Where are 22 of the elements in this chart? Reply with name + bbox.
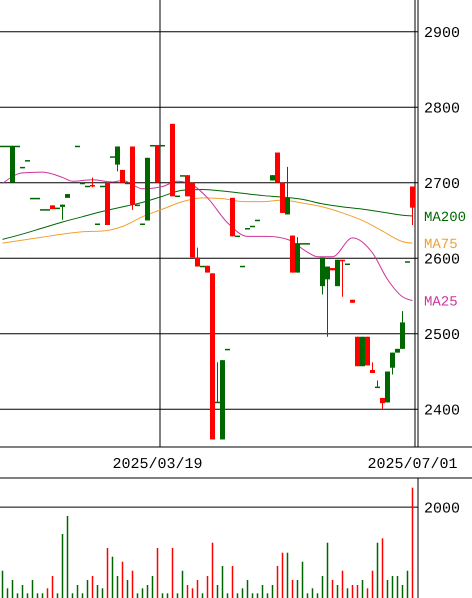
- series-label: MA25: [424, 294, 458, 310]
- series-label: MA200: [424, 210, 466, 226]
- candlestick: [390, 352, 395, 376]
- candlestick: [380, 397, 385, 410]
- y-tick-label: 2500: [424, 326, 460, 344]
- candlestick: [375, 380, 380, 388]
- candlestick: [410, 186, 415, 226]
- y-tick-label: 2800: [424, 100, 460, 118]
- x-tick-label: 2025/07/01: [367, 456, 458, 473]
- line-series: [2, 197, 413, 244]
- candlestick: [60, 204, 65, 220]
- y-tick-label: 2400: [424, 402, 460, 420]
- candlestick: [90, 176, 95, 188]
- y-tick-label: 2600: [424, 251, 460, 268]
- y-tick-label: 2900: [424, 24, 460, 42]
- line-series: [2, 172, 413, 302]
- x-tick-label: 2025/03/19: [112, 456, 203, 473]
- y-tick-label: 2700: [424, 176, 460, 193]
- candlestick: [340, 259, 345, 298]
- candlestick: [195, 247, 200, 268]
- y-tick-label: 2000: [424, 500, 460, 518]
- series-label: MA75: [424, 237, 458, 254]
